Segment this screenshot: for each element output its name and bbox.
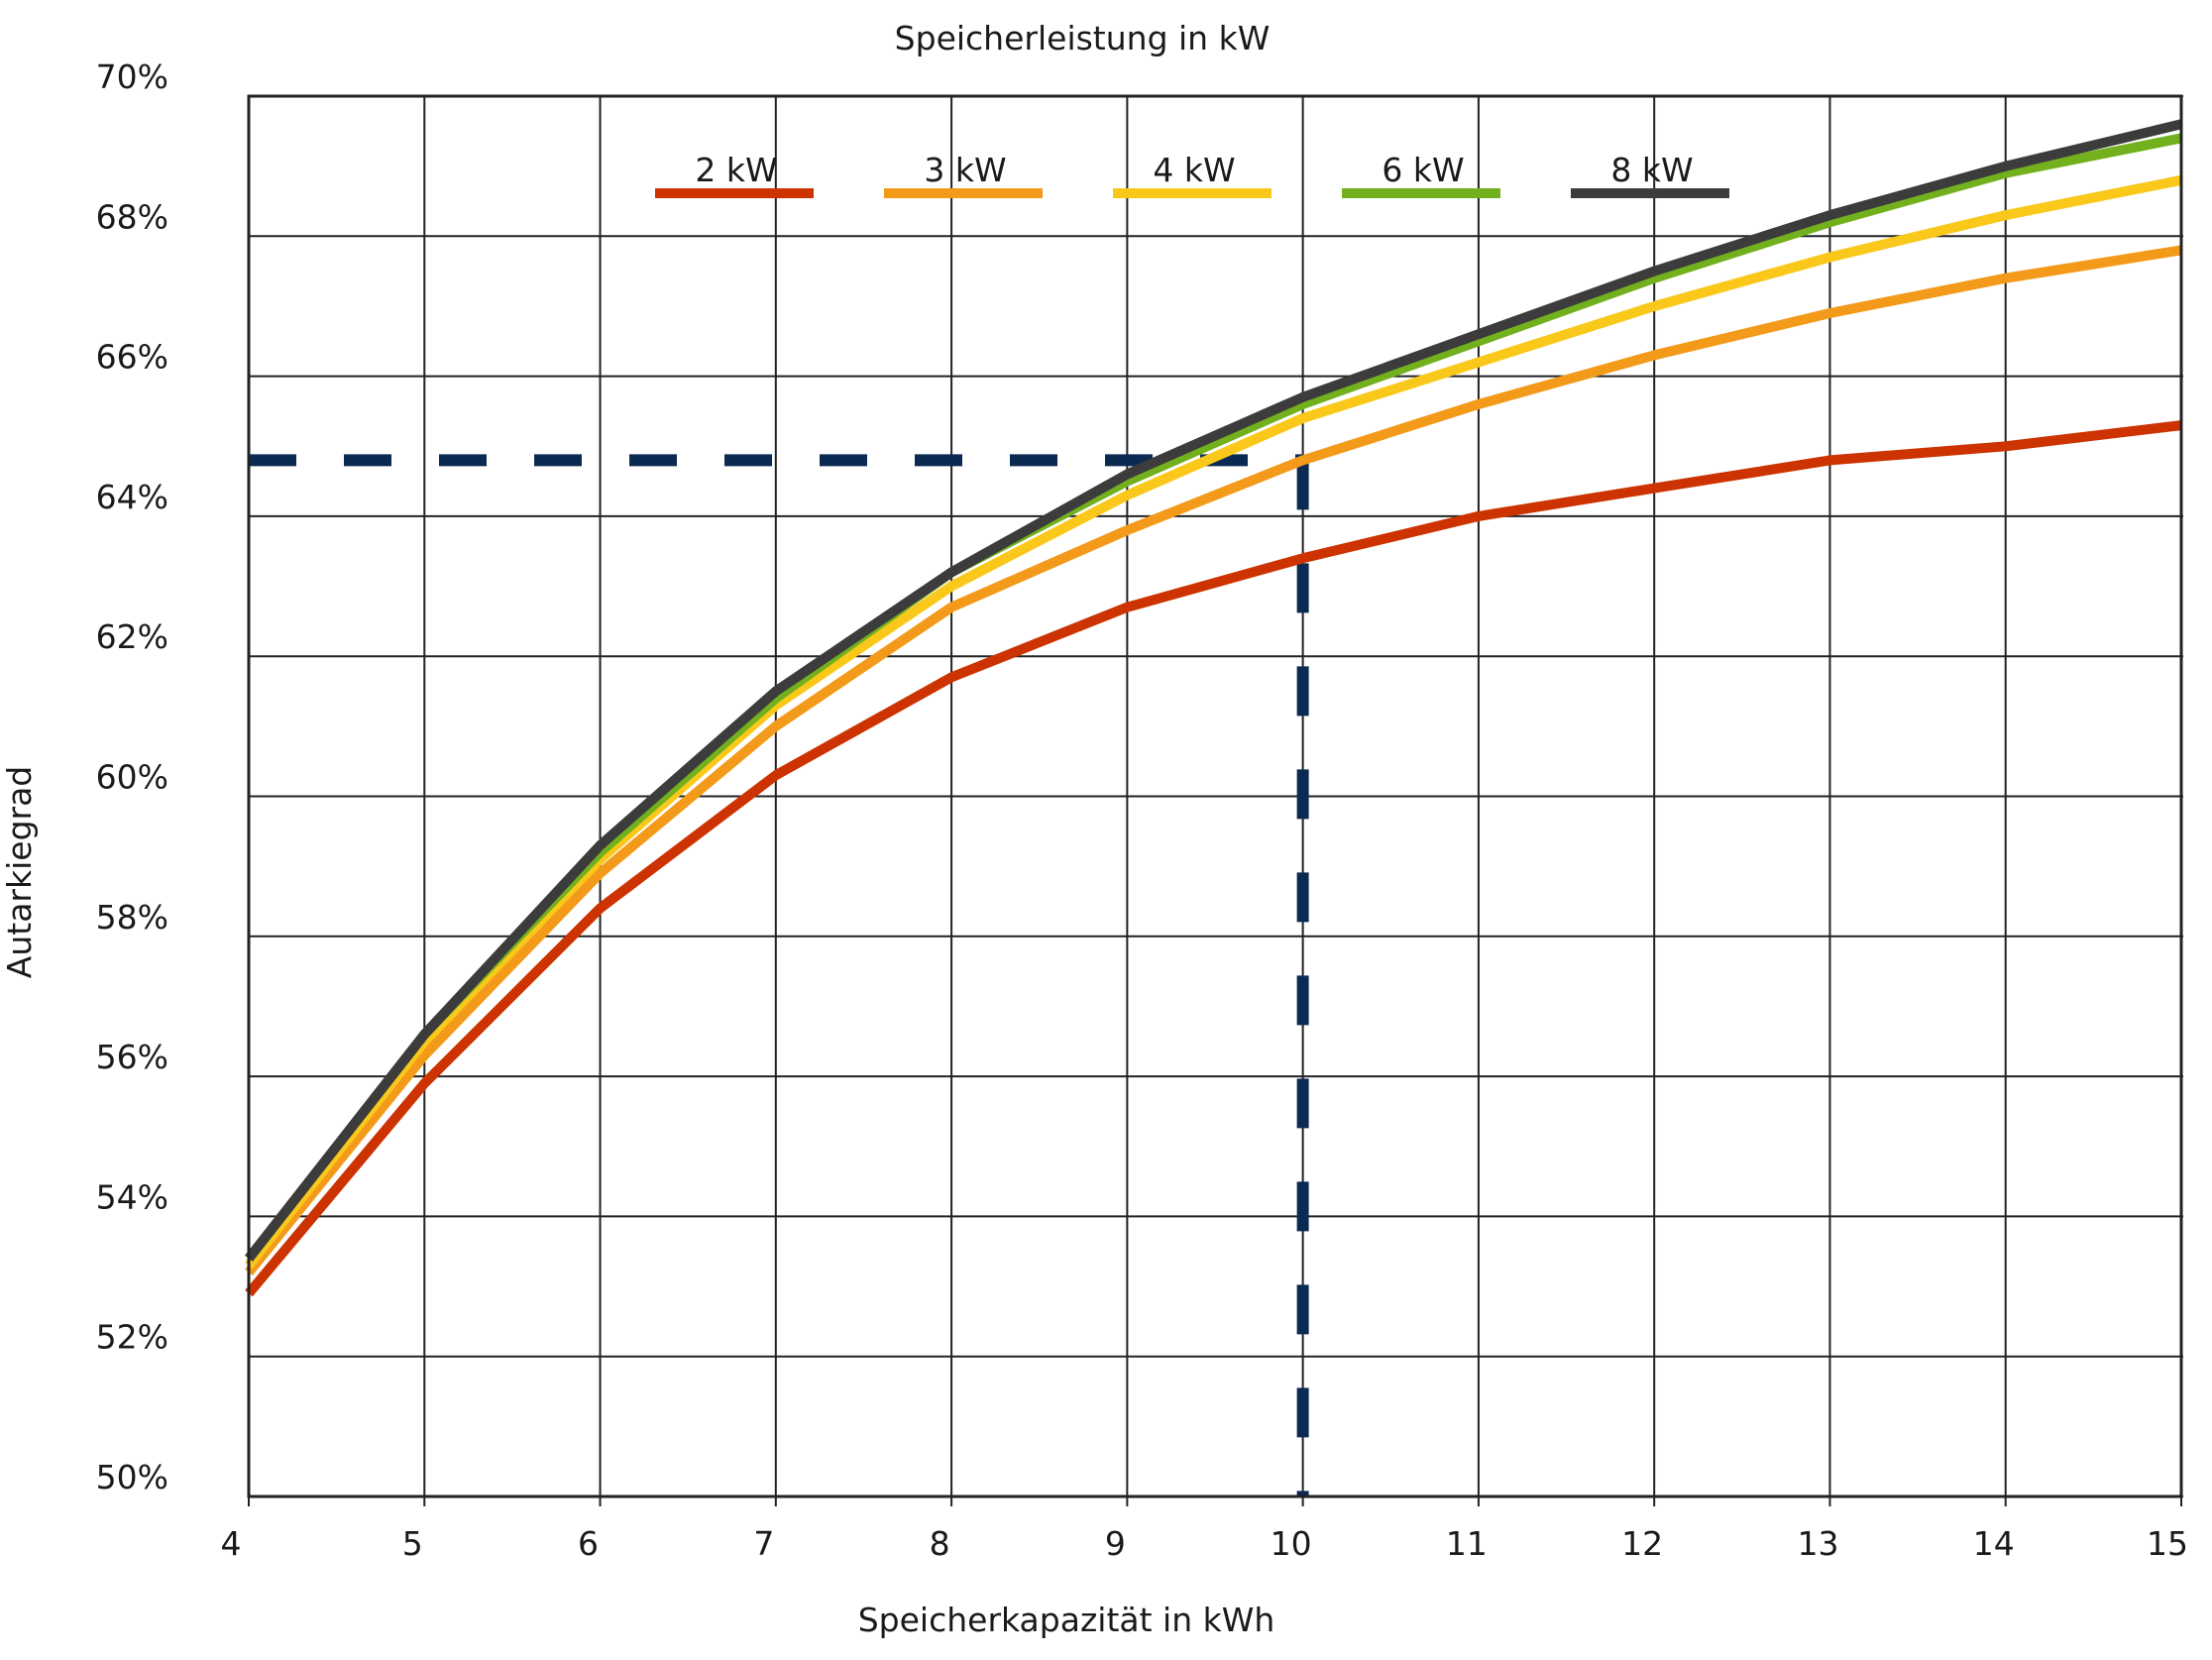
legend-item-8-kw: 8 kW [1571,151,1729,198]
grid [248,95,2183,1506]
y-tick-label: 66% [96,338,168,377]
legend-label: 2 kW [695,151,777,189]
x-tick-label: 10 [1271,1524,1312,1563]
plot-frame [247,94,2183,1498]
series-lines [245,119,2183,1297]
y-tick-label: 50% [96,1458,168,1496]
legend-item-3-kw: 3 kW [884,151,1043,198]
y-tick-label: 52% [96,1318,168,1357]
legend-label: 3 kW [924,151,1006,189]
series-line-8-kw [245,119,2183,1262]
x-tick-label: 13 [1797,1524,1838,1563]
legend-label: 4 kW [1153,151,1235,189]
x-tick-label: 9 [1105,1524,1126,1563]
x-tick-labels: 4 5 6 7 8 9 10 11 12 13 14 15 [221,1524,2189,1563]
y-tick-label: 56% [96,1038,168,1076]
x-tick-label: 14 [1973,1524,2015,1563]
legend-item-6-kw: 6 kW [1342,151,1500,198]
reference-lines [249,454,1309,1496]
y-tick-label: 60% [96,758,168,797]
y-tick-label: 68% [96,197,168,236]
legend-label: 6 kW [1382,151,1464,189]
series-line-6-kw [245,133,2182,1262]
legend-item-4-kw: 4 kW [1113,151,1272,198]
y-tick-label: 54% [96,1177,168,1216]
legend-item-2-kw: 2 kW [655,151,814,198]
legend-label: 8 kW [1610,151,1693,189]
y-axis-title: Autarkiegrad [0,766,39,978]
legend-title: Speicherleistung in kW [895,19,1271,57]
x-tick-label: 4 [221,1524,242,1563]
y-tick-label: 58% [96,898,168,937]
x-tick-label: 8 [930,1524,950,1563]
series-line-3-kw [245,245,2182,1276]
y-tick-label: 62% [96,617,168,656]
series-line-4-kw [245,174,2182,1269]
x-tick-label: 12 [1621,1524,1663,1563]
x-tick-label: 11 [1446,1524,1488,1563]
y-tick-labels: 50% 52% 54% 56% 58% 60% 62% 64% 66% 68% 70% [96,57,168,1496]
x-axis-title: Speicherkapazität in kWh [858,1601,1275,1639]
x-tick-label: 6 [578,1524,599,1563]
y-tick-label: 64% [96,478,168,516]
x-tick-label: 5 [402,1524,423,1563]
x-tick-label: 7 [753,1524,774,1563]
series-line-2-kw [245,420,2182,1297]
legend: Speicherleistung in kW 2 kW 3 kW 4 kW 6 kW 8… [655,19,1729,198]
x-tick-label: 15 [2147,1524,2188,1563]
y-tick-label: 70% [96,57,168,96]
